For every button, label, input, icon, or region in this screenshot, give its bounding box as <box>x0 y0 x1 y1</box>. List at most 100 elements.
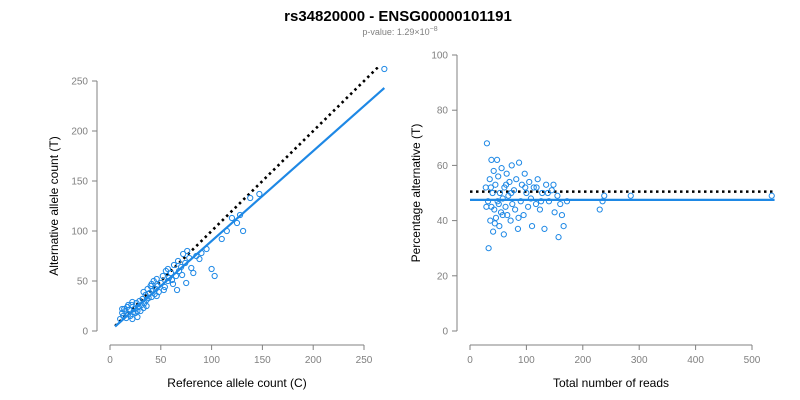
x-tick-label: 150 <box>254 355 271 366</box>
data-point <box>487 217 494 224</box>
pvalue-exponent: −8 <box>430 26 438 33</box>
data-point <box>179 271 186 279</box>
x-tick-label: 400 <box>687 355 704 366</box>
data-point <box>233 219 241 227</box>
data-point <box>486 176 493 183</box>
data-point <box>515 214 522 221</box>
data-point <box>483 140 491 147</box>
x-tick-label: 250 <box>356 355 373 366</box>
data-point <box>545 198 553 205</box>
data-point <box>228 214 236 222</box>
data-point <box>203 245 210 253</box>
data-point <box>627 192 634 199</box>
data-point <box>485 245 492 252</box>
data-point <box>502 181 510 188</box>
data-point <box>134 313 141 321</box>
allele-count-scatter-panel: 0 50 100 150 200 250 0 50 100 150 200 250 Reference … <box>47 65 388 390</box>
data-point <box>140 288 147 296</box>
data-point <box>524 203 532 210</box>
data-point <box>502 203 509 210</box>
data-point <box>169 280 177 288</box>
data-point <box>558 211 566 219</box>
data-point <box>526 178 533 186</box>
data-point <box>496 223 503 230</box>
data-point <box>129 315 136 323</box>
data-point <box>148 280 155 288</box>
data-point <box>173 286 181 294</box>
data-point <box>499 195 506 202</box>
y-tick-label: 0 <box>442 327 448 338</box>
data-point <box>198 249 205 257</box>
y-tick-label: 60 <box>437 161 449 172</box>
data-point <box>495 200 502 208</box>
data-point <box>188 264 195 272</box>
data-point <box>601 192 608 199</box>
data-point <box>381 65 388 73</box>
data-point <box>170 261 178 269</box>
data-point <box>223 227 230 235</box>
data-point <box>521 170 528 177</box>
data-point <box>508 162 515 169</box>
data-point <box>522 184 529 191</box>
data-point <box>496 189 503 197</box>
data-point <box>182 259 189 267</box>
data-point <box>492 181 499 188</box>
x-tick-label: 200 <box>574 355 591 366</box>
data-point <box>489 189 496 197</box>
data-point <box>503 170 510 177</box>
pvalue-text: p-value: 1.29×10 <box>362 27 429 37</box>
data-point <box>120 312 127 320</box>
data-point <box>165 274 173 282</box>
data-point <box>168 276 176 284</box>
data-point <box>174 257 182 265</box>
data-point <box>167 269 175 277</box>
data-point <box>517 198 524 205</box>
y-tick-label: 80 <box>437 106 449 117</box>
data-point <box>484 198 492 205</box>
data-point <box>218 235 225 243</box>
x-tick-label: 0 <box>467 355 473 366</box>
data-point <box>178 263 185 271</box>
data-point <box>490 228 497 235</box>
chart-title: rs34820000 - ENSG00000101191 <box>284 8 512 25</box>
percentage-alternative-panel: 0 100 200 300 400 500 0 20 40 60 80 100 Total number… <box>409 51 775 390</box>
x-tick-label: 0 <box>107 355 113 366</box>
data-point <box>508 189 515 197</box>
data-point <box>134 307 141 315</box>
data-point <box>506 178 513 186</box>
data-point <box>520 211 527 219</box>
data-point <box>512 206 519 213</box>
x-tick-label: 100 <box>518 355 535 366</box>
x-tick-label: 200 <box>305 355 322 366</box>
data-point <box>509 200 516 208</box>
y-tick-label: 100 <box>71 227 88 238</box>
data-point <box>236 211 244 219</box>
data-point <box>513 176 520 183</box>
data-point <box>159 272 166 280</box>
data-point <box>555 234 562 241</box>
data-point <box>183 279 190 287</box>
data-point <box>543 181 550 188</box>
y-tick-label: 0 <box>82 327 88 338</box>
data-point <box>164 277 172 285</box>
data-point <box>554 192 561 199</box>
data-point <box>768 192 775 199</box>
data-point <box>500 231 507 238</box>
data-point <box>550 181 557 188</box>
data-point <box>599 198 606 205</box>
data-point <box>491 220 498 227</box>
data-point <box>494 198 501 205</box>
data-point <box>537 198 545 205</box>
data-point <box>527 195 535 202</box>
y-tick-label: 100 <box>431 51 448 62</box>
y-tick-label: 40 <box>437 216 449 227</box>
data-point <box>487 184 494 191</box>
x-tick-label: 100 <box>203 355 220 366</box>
data-point <box>143 296 150 304</box>
data-point <box>490 167 497 175</box>
data-point <box>162 267 169 275</box>
data-point <box>491 206 498 213</box>
data-point <box>184 247 191 255</box>
data-point <box>160 286 167 294</box>
